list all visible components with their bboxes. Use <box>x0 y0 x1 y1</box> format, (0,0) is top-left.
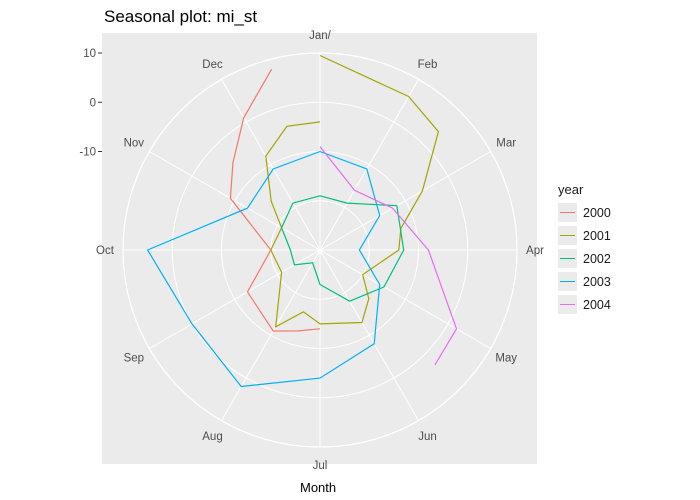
legend-swatch <box>560 212 575 213</box>
legend-item-2000: 2000 <box>558 201 611 224</box>
r-tick-label: 0 <box>90 97 96 109</box>
chart-title: Seasonal plot: mi_st <box>104 7 258 26</box>
legend-item-2002: 2002 <box>558 247 611 270</box>
month-label: Jul <box>313 460 328 472</box>
grid-spoke <box>319 151 491 251</box>
legend-item-2001: 2001 <box>558 224 611 247</box>
legend-label: 2001 <box>583 228 611 243</box>
series-line-2004 <box>319 146 458 366</box>
grid-spoke <box>149 249 321 349</box>
grid-spoke <box>319 249 419 421</box>
legend-label: 2000 <box>583 205 611 220</box>
grid-spoke <box>221 249 321 421</box>
grid-spoke <box>149 151 321 251</box>
month-label: Jan/ <box>309 30 332 42</box>
month-label: Apr <box>526 245 544 257</box>
legend-key <box>558 272 577 291</box>
legend-key <box>558 203 577 222</box>
month-label: Oct <box>96 245 115 257</box>
month-label: Jun <box>418 431 437 443</box>
grid-spoke <box>319 249 491 349</box>
legend-key <box>558 226 577 245</box>
month-label: Dec <box>202 59 223 71</box>
r-tick-label: -10 <box>79 147 96 159</box>
legend-key <box>558 295 577 314</box>
legend-swatch <box>560 304 575 305</box>
legend-label: 2004 <box>583 297 611 312</box>
series-line-2001 <box>265 54 440 328</box>
legend-label: 2003 <box>583 274 611 289</box>
month-label: Nov <box>124 138 145 150</box>
grid-spoke <box>221 79 321 251</box>
legend-swatch <box>560 235 575 236</box>
legend-swatch <box>560 281 575 282</box>
series-line-2002 <box>280 195 405 302</box>
x-axis-label: Month <box>300 480 337 495</box>
legend: year 2000 2001 2002 2003 2004 <box>558 182 611 316</box>
month-label: Sep <box>124 353 144 365</box>
r-tick-label: 10 <box>83 48 96 60</box>
month-label: Feb <box>418 59 438 71</box>
legend-key <box>558 249 577 268</box>
legend-label: 2002 <box>583 251 611 266</box>
legend-title: year <box>558 182 584 197</box>
legend-swatch <box>560 258 575 259</box>
series-line-2003 <box>146 150 381 388</box>
month-label: May <box>495 353 517 365</box>
grid-spoke <box>319 79 419 251</box>
month-label: Aug <box>202 431 222 443</box>
legend-item-2003: 2003 <box>558 270 611 293</box>
legend-item-2004: 2004 <box>558 293 611 316</box>
legend-items: 2000 2001 2002 2003 2004 <box>558 201 611 316</box>
month-label: Mar <box>496 138 516 150</box>
